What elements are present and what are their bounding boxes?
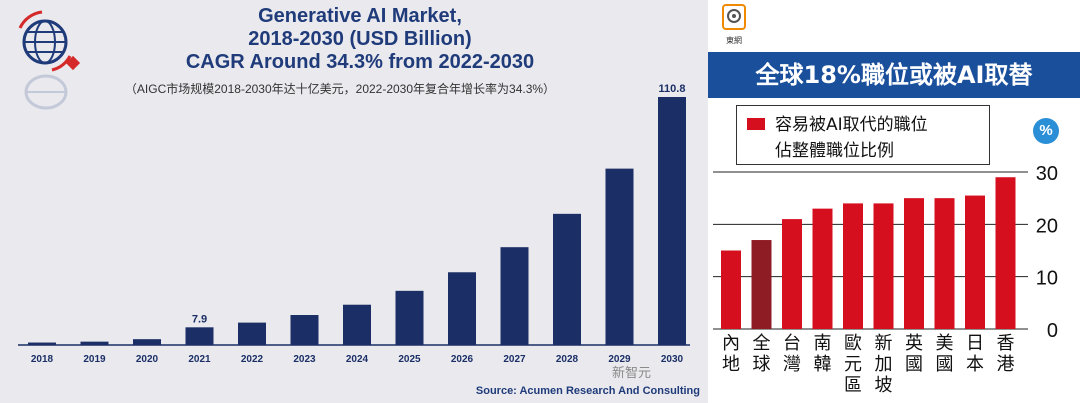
bar-2022 (238, 322, 266, 345)
x-tick-label-2022: 2022 (241, 354, 264, 365)
y-tick-label-10: 10 (1036, 268, 1058, 290)
x-tick-label-2020: 2020 (136, 354, 159, 365)
bar-2029 (605, 168, 634, 345)
globe-reflection-icon (24, 74, 68, 110)
bar-新加坡 (873, 203, 894, 329)
x-tick-label-英國: 英國 (905, 333, 923, 375)
x-tick-label-2023: 2023 (293, 354, 316, 365)
x-tick-label-美國: 美國 (936, 333, 954, 375)
title-line-2: 2018-2030 (USD Billion) (248, 28, 472, 50)
legend-swatch (747, 118, 765, 130)
bar-2019 (80, 341, 109, 345)
news-logo: 東網 (722, 4, 746, 45)
data-label-2030: 110.8 (659, 83, 686, 95)
x-tick-label-新加坡: 新加坡 (875, 333, 893, 396)
x-tick-label-2018: 2018 (31, 354, 54, 365)
y-tick-label-20: 20 (1036, 215, 1058, 237)
bar-日本 (965, 195, 985, 329)
bar-美國 (934, 198, 955, 329)
x-tick-label-日本: 日本 (966, 333, 984, 375)
news-logo-icon (722, 4, 746, 30)
bar-2026 (448, 272, 476, 345)
bar-全球 (751, 240, 772, 329)
percent-unit-badge: % (1033, 118, 1059, 144)
x-tick-label-2021: 2021 (188, 354, 211, 365)
market-chart-panel: Generative AI Market, 2018-2030 (USD Bil… (0, 0, 708, 403)
x-tick-label-歐元區: 歐元區 (844, 333, 862, 396)
x-tick-label-內地: 內地 (722, 333, 740, 375)
x-tick-label-2027: 2027 (503, 354, 526, 365)
bar-英國 (904, 198, 924, 329)
title-line-1: Generative AI Market, (258, 5, 462, 27)
bar-台灣 (782, 219, 802, 329)
globe-logo-icon (18, 10, 81, 72)
x-tick-label-全球: 全球 (753, 333, 771, 375)
market-chart-subtitle: （AIGC市场规模2018-2030年达十亿美元，2022-2030年复合年增长… (124, 82, 556, 96)
bar-2030 (658, 97, 686, 345)
x-tick-label-2025: 2025 (398, 354, 421, 365)
x-tick-label-香港: 香港 (997, 333, 1015, 375)
legend-line-1: 容易被AI取代的職位 (775, 115, 928, 135)
y-tick-label-0: 0 (1047, 320, 1058, 342)
market-chart-title: Generative AI Market, 2018-2030 (USD Bil… (80, 5, 640, 74)
x-tick-label-2030: 2030 (661, 354, 684, 365)
news-logo-text: 東網 (726, 36, 742, 45)
bar-2027 (500, 247, 529, 345)
bar-2021 (185, 327, 214, 345)
jobs-chart-legend: 容易被AI取代的職位 佔整體職位比例 (736, 105, 990, 165)
jobs-chart-panel: 東網 全球18%職位或被AI取替 容易被AI取代的職位 佔整體職位比例 % 0 1… (708, 0, 1080, 403)
x-tick-label-2024: 2024 (346, 354, 369, 365)
title-line-3: CAGR Around 34.3% from 2022-2030 (185, 51, 535, 73)
watermark: 新智元 (612, 365, 652, 380)
bar-2028 (553, 213, 581, 345)
bar-2018 (28, 342, 56, 345)
bar-2020 (133, 339, 161, 345)
x-tick-label-南韓: 南韓 (814, 333, 832, 375)
legend-line-2: 佔整體職位比例 (775, 141, 894, 161)
bar-香港 (995, 177, 1016, 329)
x-tick-label-台灣: 台灣 (783, 333, 801, 375)
bar-歐元區 (843, 203, 863, 329)
bar-2024 (343, 304, 371, 345)
bar-2023 (290, 315, 319, 345)
x-tick-label-2019: 2019 (83, 354, 106, 365)
jobs-chart-title: 全球18%職位或被AI取替 (708, 52, 1080, 98)
market-bar-chart: 2018 2019 2020 2021 7.9 2022 2023 2024 2025 2026 2… (18, 83, 690, 365)
data-label-2021: 7.9 (192, 313, 207, 325)
y-tick-label-30: 30 (1036, 163, 1058, 185)
x-tick-label-2029: 2029 (608, 354, 631, 365)
bar-內地 (721, 250, 741, 329)
bar-南韓 (812, 208, 833, 329)
x-tick-label-2026: 2026 (451, 354, 474, 365)
source-note: Source: Acumen Research And Consulting (475, 385, 700, 397)
bar-2025 (395, 290, 424, 345)
x-tick-label-2028: 2028 (556, 354, 579, 365)
